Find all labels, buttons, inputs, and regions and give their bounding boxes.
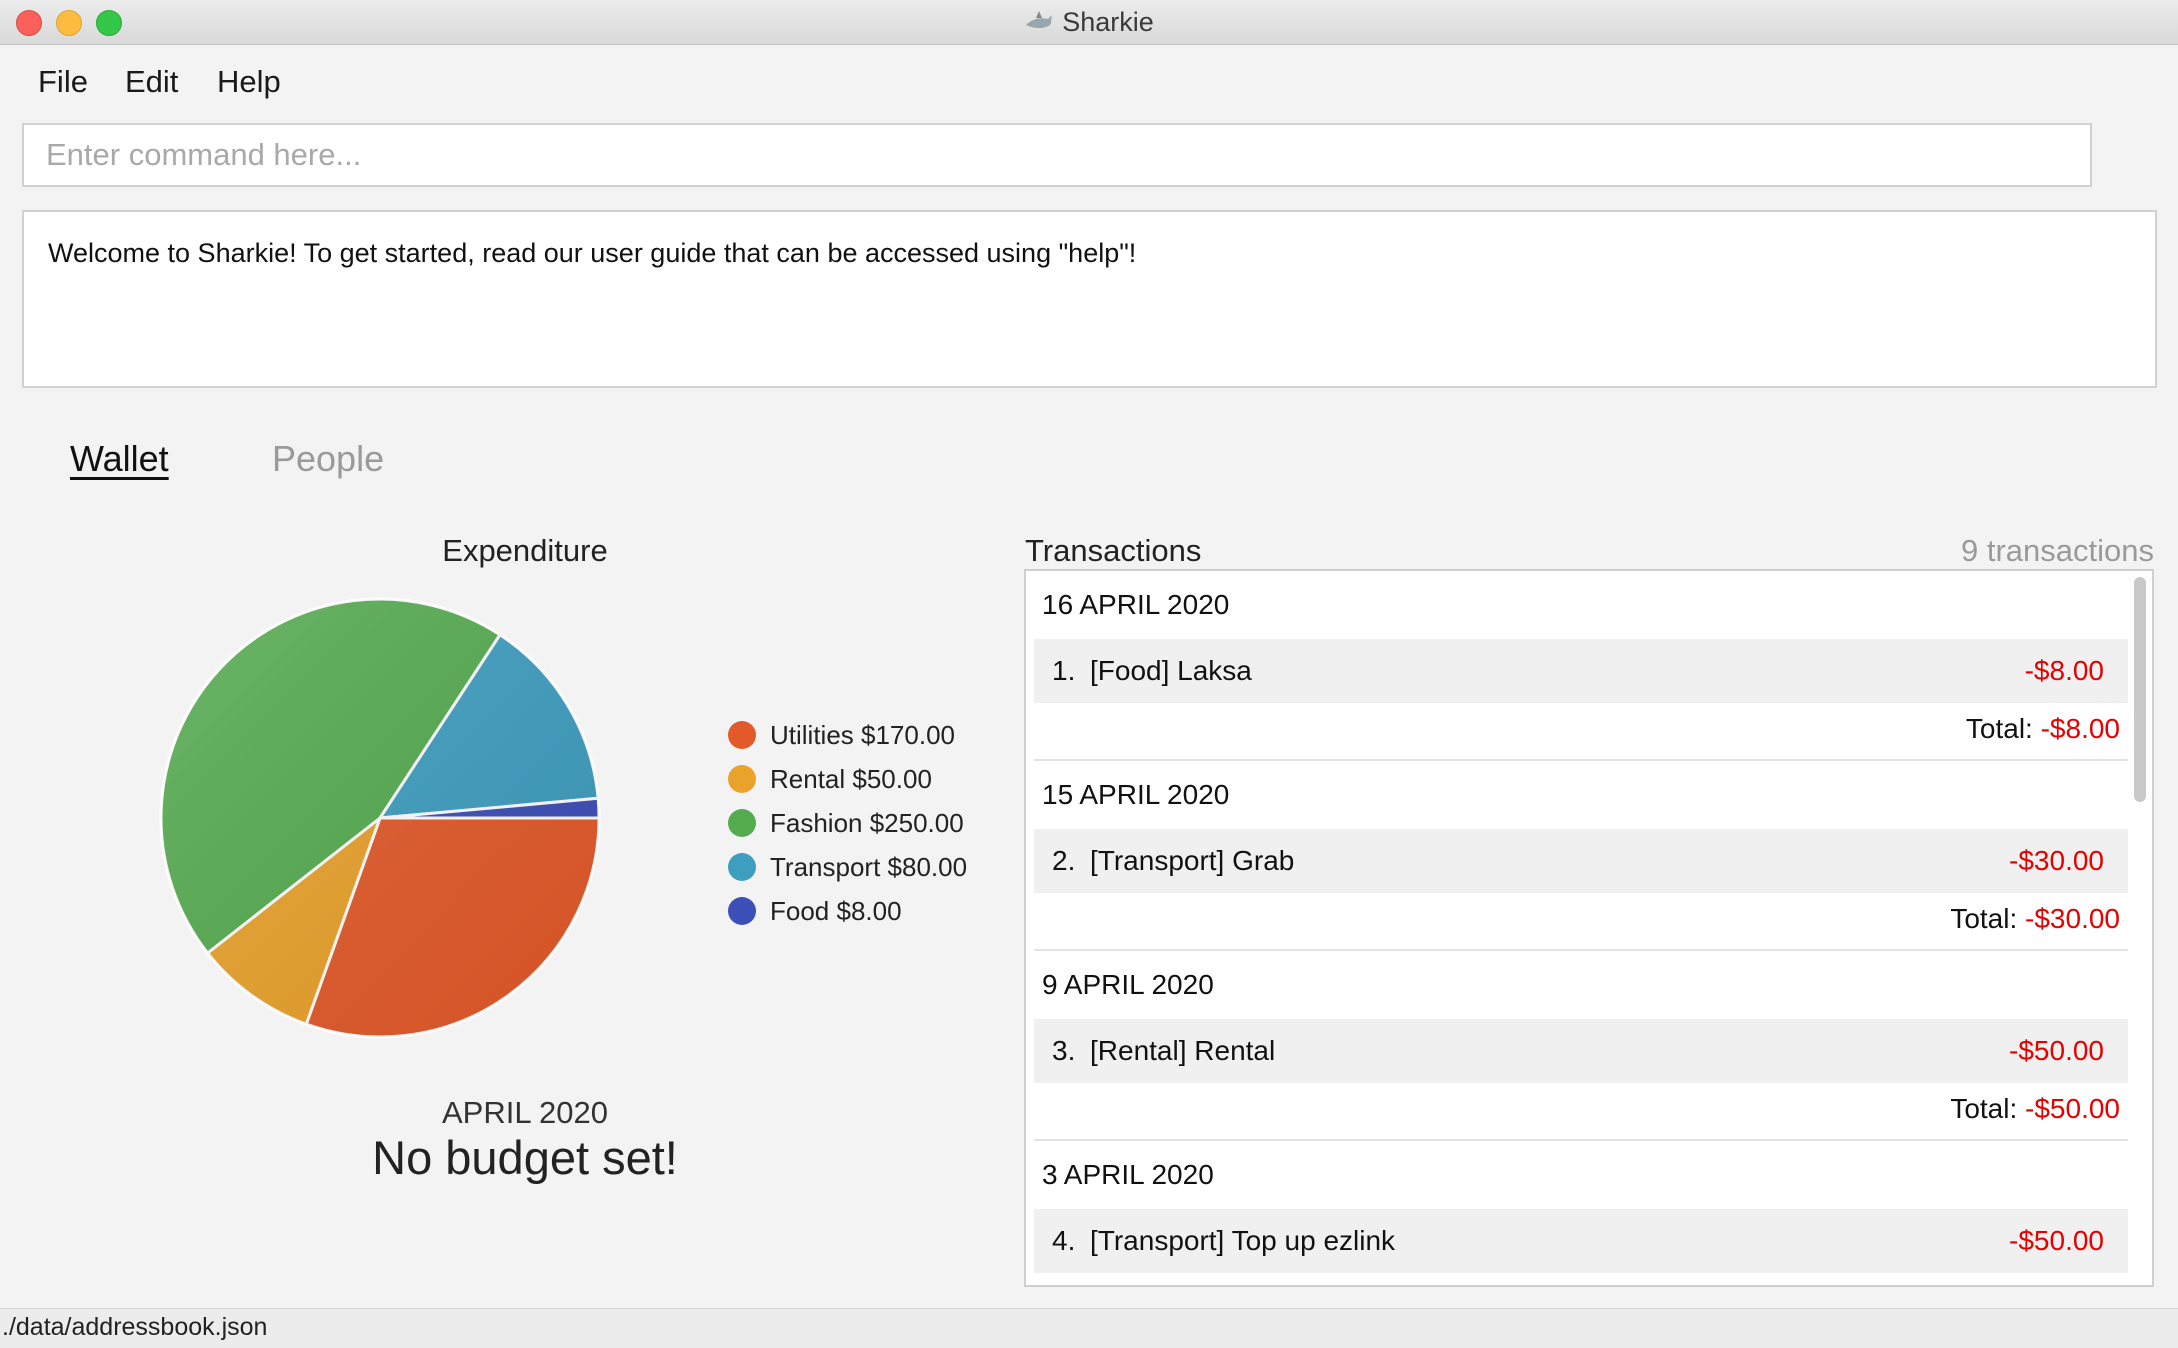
result-message: Welcome to Sharkie! To get started, read… xyxy=(48,238,1137,268)
day-group: 3 APRIL 2020 4. [Transport] Top up ezlin… xyxy=(1034,1141,2128,1285)
legend-swatch xyxy=(728,853,756,881)
day-group: 9 APRIL 2020 3. [Rental] Rental -$50.00 … xyxy=(1034,951,2128,1141)
legend-label: Utilities $170.00 xyxy=(770,719,955,750)
day-total: Total: -$30.00 xyxy=(1950,903,2120,935)
shark-icon xyxy=(1026,11,1053,29)
transaction-row[interactable]: 4. [Transport] Top up ezlink -$50.00 xyxy=(1034,1209,2128,1273)
transactions-count: 9 transactions xyxy=(1961,533,2154,568)
legend-label: Transport $80.00 xyxy=(770,851,968,882)
legend-swatch xyxy=(728,897,756,925)
result-display: Welcome to Sharkie! To get started, read… xyxy=(22,210,2157,388)
transaction-description: [Transport] Grab xyxy=(1090,845,1295,876)
budget-month: APRIL 2020 xyxy=(441,1095,609,1130)
tab-wallet[interactable]: Wallet xyxy=(70,438,169,479)
tab-people[interactable]: People xyxy=(272,438,385,479)
day-total-amount: -$30.00 xyxy=(2025,903,2120,934)
day-total-amount: -$50.00 xyxy=(2025,1093,2120,1124)
status-bar: ./data/addressbook.json xyxy=(0,1308,2178,1348)
minimize-window-button[interactable] xyxy=(56,10,82,36)
transaction-index: 4. xyxy=(1052,1225,1076,1256)
legend-label: Fashion $250.00 xyxy=(770,807,964,838)
day-total-label: Total: xyxy=(1950,1093,2026,1124)
transaction-amount: -$50.00 xyxy=(2009,1035,2104,1066)
transaction-amount: -$50.00 xyxy=(2009,1225,2104,1256)
transactions-title: Transactions xyxy=(1025,533,1202,568)
legend-swatch xyxy=(728,765,756,793)
expenditure-pie-chart xyxy=(159,597,601,1039)
transaction-amount: -$30.00 xyxy=(2009,845,2104,876)
transaction-row[interactable]: 2. [Transport] Grab -$30.00 xyxy=(1034,829,2128,893)
legend-item-food: Food $8.00 xyxy=(728,889,967,933)
expenditure-title: Expenditure xyxy=(442,533,608,568)
budget-status: No budget set! xyxy=(372,1131,678,1184)
menu-help[interactable]: Help xyxy=(217,64,281,99)
legend-item-rental: Rental $50.00 xyxy=(728,757,967,801)
title-bar: Sharkie xyxy=(0,0,2178,45)
transactions-list[interactable]: 16 APRIL 2020 1. [Food] Laksa -$8.00 Tot… xyxy=(1024,569,2154,1287)
zoom-window-button[interactable] xyxy=(96,10,122,36)
day-date: 9 APRIL 2020 xyxy=(1042,969,1214,1000)
legend-item-transport: Transport $80.00 xyxy=(728,845,967,889)
legend-item-utilities: Utilities $170.00 xyxy=(728,713,967,757)
day-date: 15 APRIL 2020 xyxy=(1042,779,1230,810)
transaction-description: [Rental] Rental xyxy=(1090,1035,1276,1066)
transaction-row[interactable]: 1. [Food] Laksa -$8.00 xyxy=(1034,639,2128,703)
data-file-path: ./data/addressbook.json xyxy=(2,1313,268,1341)
legend-swatch xyxy=(728,721,756,749)
transaction-description: [Food] Laksa xyxy=(1090,655,1252,686)
transaction-amount: -$8.00 xyxy=(2024,655,2104,686)
legend-label: Rental $50.00 xyxy=(770,763,932,794)
day-total-amount: -$8.00 xyxy=(2040,713,2120,744)
day-group: 15 APRIL 2020 2. [Transport] Grab -$30.0… xyxy=(1034,761,2128,951)
legend-item-fashion: Fashion $250.00 xyxy=(728,801,967,845)
transaction-index: 3. xyxy=(1052,1035,1076,1066)
legend-swatch xyxy=(728,809,756,837)
day-date: 3 APRIL 2020 xyxy=(1042,1159,1214,1190)
transaction-description: [Transport] Top up ezlink xyxy=(1090,1225,1396,1256)
menu-bar: File Edit Help xyxy=(0,44,2178,122)
legend-label: Food $8.00 xyxy=(770,895,902,926)
menu-file[interactable]: File xyxy=(38,64,88,99)
day-date: 16 APRIL 2020 xyxy=(1042,589,1230,620)
day-total: Total: -$50.00 xyxy=(1950,1093,2120,1125)
day-total: Total: -$8.00 xyxy=(1966,713,2120,745)
day-total-label: Total: xyxy=(1965,713,2041,744)
transactions-scrollbar[interactable] xyxy=(2134,577,2146,802)
command-input[interactable] xyxy=(22,123,2092,187)
menu-edit[interactable]: Edit xyxy=(125,64,179,99)
transaction-index: 2. xyxy=(1052,845,1076,876)
close-window-button[interactable] xyxy=(16,10,42,36)
day-group: 16 APRIL 2020 1. [Food] Laksa -$8.00 Tot… xyxy=(1034,571,2128,761)
transaction-row[interactable]: 3. [Rental] Rental -$50.00 xyxy=(1034,1019,2128,1083)
day-total-label: Total: xyxy=(1950,903,2026,934)
window-title-text: Sharkie xyxy=(1062,7,1154,37)
chart-legend: Utilities $170.00 Rental $50.00 Fashion … xyxy=(728,713,967,933)
transaction-index: 1. xyxy=(1052,655,1076,686)
window-title: Sharkie xyxy=(0,6,2178,38)
